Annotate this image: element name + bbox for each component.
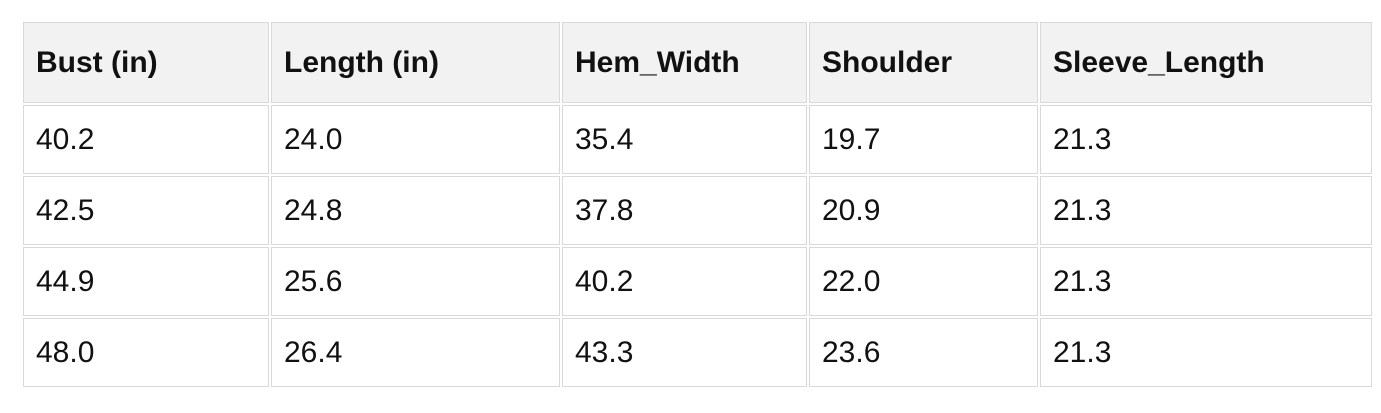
table-row: 48.0 26.4 43.3 23.6 21.3 (23, 318, 1372, 387)
table-cell: 21.3 (1040, 318, 1372, 387)
column-header-length: Length (in) (271, 22, 560, 103)
table-cell: 22.0 (809, 247, 1038, 316)
table-cell: 21.3 (1040, 176, 1372, 245)
table-cell: 21.3 (1040, 247, 1372, 316)
column-header-shoulder: Shoulder (809, 22, 1038, 103)
table-cell: 26.4 (271, 318, 560, 387)
table-cell: 37.8 (562, 176, 807, 245)
column-header-sleeve-length: Sleeve_Length (1040, 22, 1372, 103)
size-measurements-table: Bust (in) Length (in) Hem_Width Shoulder… (21, 20, 1374, 389)
column-header-hem-width: Hem_Width (562, 22, 807, 103)
table-cell: 43.3 (562, 318, 807, 387)
table-cell: 40.2 (23, 105, 269, 174)
table-cell: 21.3 (1040, 105, 1372, 174)
table-cell: 48.0 (23, 318, 269, 387)
table-row: 40.2 24.0 35.4 19.7 21.3 (23, 105, 1372, 174)
table-row: 42.5 24.8 37.8 20.9 21.3 (23, 176, 1372, 245)
table-cell: 35.4 (562, 105, 807, 174)
table-cell: 25.6 (271, 247, 560, 316)
table-cell: 19.7 (809, 105, 1038, 174)
table-cell: 44.9 (23, 247, 269, 316)
table-cell: 23.6 (809, 318, 1038, 387)
table-cell: 42.5 (23, 176, 269, 245)
table-cell: 40.2 (562, 247, 807, 316)
header-row: Bust (in) Length (in) Hem_Width Shoulder… (23, 22, 1372, 103)
column-header-bust: Bust (in) (23, 22, 269, 103)
table-row: 44.9 25.6 40.2 22.0 21.3 (23, 247, 1372, 316)
table-cell: 24.0 (271, 105, 560, 174)
table-cell: 20.9 (809, 176, 1038, 245)
table-cell: 24.8 (271, 176, 560, 245)
